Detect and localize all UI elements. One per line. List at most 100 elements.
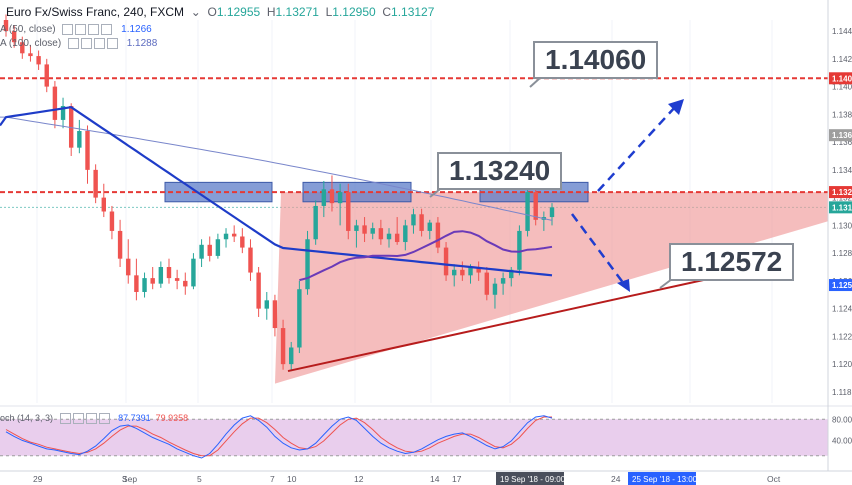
candle [166,258,172,284]
candle [231,225,237,243]
candle [435,217,441,254]
price-marker: 1.136 [829,129,852,142]
callout-1.12572[interactable]: 1.12572 [669,243,795,281]
candle [297,280,302,354]
price-tick-label: 1.144 [832,27,852,36]
indicator-ma50-legend[interactable]: A (50, close) 1.1266 [0,24,152,36]
candle-body [403,225,408,243]
price-marker-label: 1.132 [832,188,852,197]
candle [134,258,139,301]
candle-body [378,228,384,240]
stochastic-band [0,419,828,456]
candle-body [460,269,465,276]
candle-body [28,53,33,57]
candle-body [419,214,424,231]
candle [321,180,327,218]
candle-body [223,233,229,240]
price-tick-label: 1.140 [832,83,852,92]
time-tick: 24 [611,474,621,484]
candle-body [3,20,9,32]
candle [3,14,9,37]
stoch-tick-label: 40.00 [832,436,852,445]
candle [370,222,375,240]
callout-1.14060[interactable]: 1.14060 [533,41,659,79]
candle [500,272,506,295]
candlestick-series [3,14,555,372]
projection-arrows [570,99,684,292]
candle [289,341,294,372]
candle [419,208,424,237]
candle [223,228,229,248]
candle-body [272,300,278,329]
time-tick-label: 5 [197,474,202,484]
candle-body [476,267,481,273]
candle-body [509,269,514,279]
price-marker-box [829,201,852,214]
indicator-settings-icons[interactable] [67,38,120,49]
time-tick: Oct [767,474,781,484]
candle-body [517,230,522,270]
time-tick-label: 10 [287,474,297,484]
indicator-ma100-legend[interactable]: A (100, close) 1.1288 [0,38,158,50]
indicator-settings-icons[interactable] [59,413,112,425]
time-tick: Sep [122,474,137,484]
candle-body [199,244,204,259]
candle-body [256,272,261,309]
time-tick-label: 12 [354,474,364,484]
candle [101,183,106,218]
candle [305,230,310,295]
stochastic-legend[interactable]: och (14, 3, 3) 87.7391 79.9358 [0,413,189,425]
candle-body [280,328,286,365]
candle [85,125,90,184]
time-tick: 3 [122,474,127,484]
candle [52,81,58,129]
candle [256,267,261,317]
time-tick-label: 29 [33,474,43,484]
candle [427,219,432,240]
candle-body [134,275,139,292]
candle [126,239,131,284]
ma-purple-line [299,230,553,282]
candle-body [60,106,66,120]
candle [109,205,115,240]
price-marker: 1.132 [829,186,852,199]
ma100-line [0,116,553,221]
candle [248,239,253,281]
candle [394,217,400,245]
candle-body [231,233,237,237]
price-marker-label: 1.125 [832,281,852,290]
time-tick-label: 17 [452,474,462,484]
ascending-triangle-shape [275,192,828,384]
chart-header: Euro Fx/Swiss Franc, 240, FXCM ⌄ O1.1295… [6,5,435,19]
candle [68,103,74,156]
time-tick: 14 [430,474,440,484]
time-badge [496,472,564,485]
candle [549,203,555,226]
candle-body [386,233,392,240]
callout-pointer [529,77,541,88]
price-axis[interactable]: 1.144 1.142 1.140 1.138 1.136 1.134 1.132 1.130… [827,0,852,471]
candle-body [158,267,164,284]
time-tick-label: 14 [430,474,440,484]
support-trendline[interactable] [287,277,713,373]
callout-1.13240[interactable]: 1.13240 [437,152,563,190]
indicator-settings-icons[interactable] [62,24,114,35]
candle-body [313,205,318,240]
time-tick-label: 3 [122,474,127,484]
candle-body [492,283,498,295]
time-tick: 25 Sep '18 - 13:00 [628,472,698,485]
candle-body [289,347,294,365]
price-tick-label: 1.132 [832,194,852,203]
candle-body [248,247,253,273]
candle-body [142,278,147,292]
time-tick: 29 [33,474,43,484]
price-tick-label: 1.122 [832,332,852,341]
candle [142,272,147,298]
symbol-title[interactable]: Euro Fx/Swiss Franc, 240, FXCM [6,5,185,19]
candle-body [77,131,82,148]
candle-body [346,192,351,231]
price-marker-label: 1.140 [832,74,852,83]
price-tick-label: 1.136 [832,138,852,147]
